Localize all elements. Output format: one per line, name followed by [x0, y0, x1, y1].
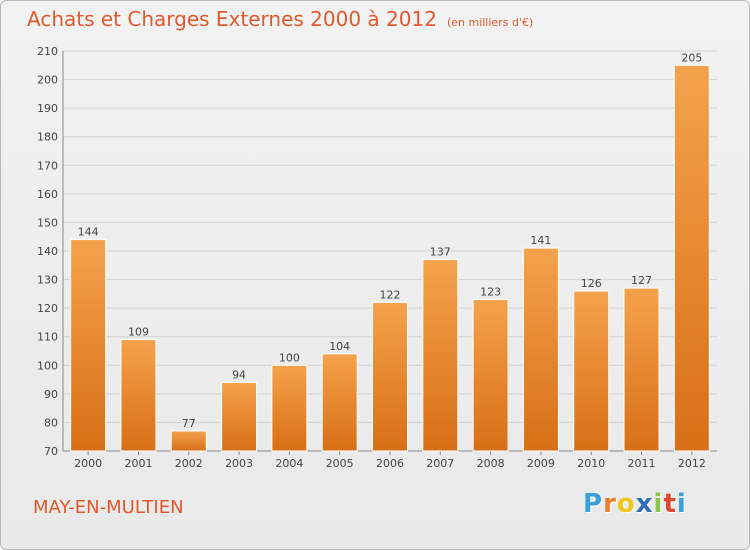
data-label: 205: [681, 51, 702, 64]
bar-2010: [573, 290, 610, 452]
y-tick-label: 70: [44, 445, 58, 458]
y-tick-label: 80: [44, 416, 58, 429]
x-tick-label: 2004: [275, 457, 303, 470]
x-tick-label: 2001: [124, 457, 152, 470]
bar-2006: [372, 301, 408, 452]
logo-letter: t: [663, 489, 677, 519]
y-tick-label: 120: [37, 302, 58, 315]
chart-title-text: Achats et Charges Externes 2000 à 2012: [27, 7, 437, 31]
x-tick-label: 2012: [678, 457, 706, 470]
bar-2012: [673, 64, 710, 452]
bars: [70, 64, 710, 452]
x-tick-label: 2008: [477, 457, 505, 470]
bar-2000: [70, 239, 107, 452]
data-label: 100: [279, 351, 300, 364]
bar-2003: [221, 381, 258, 452]
logo-letter: i: [653, 489, 664, 519]
logo-letter: P: [583, 489, 604, 519]
x-tick-label: 2005: [326, 457, 354, 470]
y-tick-label: 140: [37, 245, 58, 258]
data-label: 126: [581, 277, 602, 290]
logo-letter: r: [603, 489, 617, 519]
chart-subtitle: (en milliers d'€): [446, 16, 534, 29]
logo-letter: x: [635, 489, 654, 519]
logo-letter: o: [616, 489, 636, 519]
y-tick-label: 180: [37, 131, 58, 144]
data-label: 94: [232, 368, 246, 381]
bar-2008: [472, 299, 509, 452]
bar-2009: [522, 247, 559, 452]
commune-name: MAY-EN-MULTIEN: [33, 497, 184, 518]
x-tick-label: 2006: [376, 457, 404, 470]
data-label: 77: [182, 417, 196, 430]
bar-2001: [120, 339, 157, 452]
data-label: 127: [631, 274, 652, 287]
bar-2002: [170, 430, 207, 452]
y-tick-label: 150: [37, 216, 58, 229]
x-tick-label: 2011: [628, 457, 656, 470]
x-tick-label: 2009: [527, 457, 555, 470]
x-tick-label: 2000: [74, 457, 102, 470]
data-label: 109: [128, 326, 149, 339]
y-tick-label: 210: [37, 45, 58, 58]
y-tick-label: 110: [37, 331, 58, 344]
y-tick-label: 160: [37, 188, 58, 201]
bar-2011: [623, 287, 660, 452]
y-tick-label: 170: [37, 159, 58, 172]
data-label: 122: [380, 288, 401, 301]
data-label: 137: [430, 246, 451, 259]
y-tick-label: 200: [37, 74, 58, 87]
bar-2004: [271, 364, 308, 452]
bar-2005: [321, 353, 358, 452]
y-tick-label: 130: [37, 274, 58, 287]
x-tick-label: 2002: [175, 457, 203, 470]
bar-2007: [422, 259, 459, 452]
proxiti-logo: Proxiti: [583, 489, 687, 519]
data-label: 123: [480, 286, 501, 299]
logo-letter: i: [676, 489, 687, 519]
y-tick-label: 190: [37, 102, 58, 115]
y-tick-label: 100: [37, 359, 58, 372]
chart-title: Achats et Charges Externes 2000 à 2012 (e…: [27, 7, 533, 31]
data-label: 104: [329, 340, 350, 353]
data-label: 144: [78, 226, 99, 239]
x-tick-label: 2007: [426, 457, 454, 470]
labels: 7080901001101201301401501601701801902002…: [37, 45, 706, 470]
data-label: 141: [530, 234, 551, 247]
x-tick-label: 2010: [577, 457, 605, 470]
y-tick-label: 90: [44, 388, 58, 401]
x-tick-label: 2003: [225, 457, 253, 470]
